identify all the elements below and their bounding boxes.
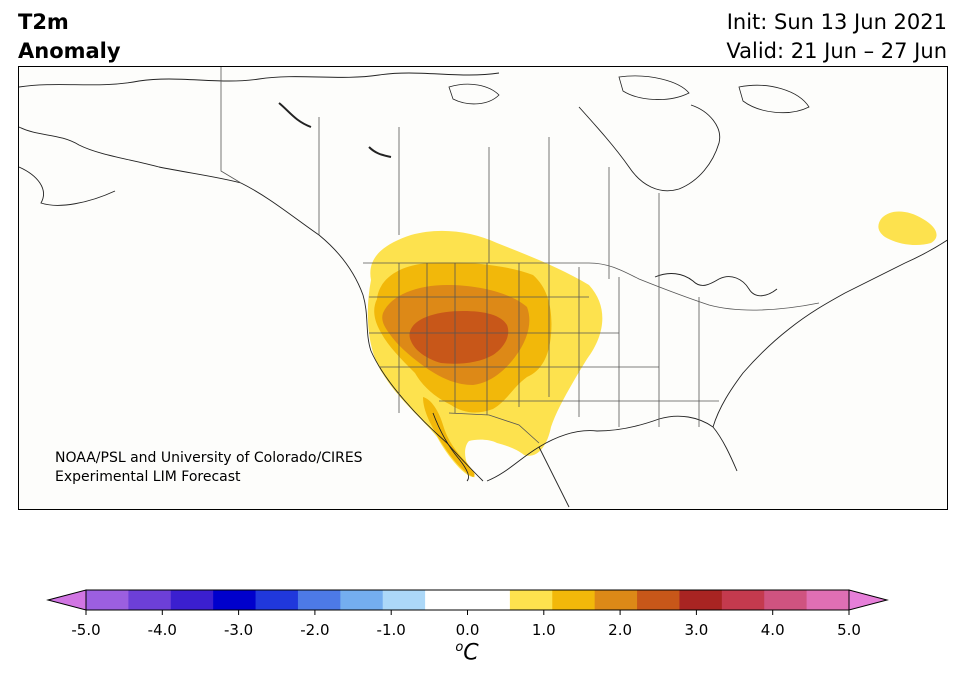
colorbar-segment xyxy=(255,590,299,610)
colorbar-tick-label: 3.0 xyxy=(684,621,709,639)
colorbar-segment xyxy=(806,590,850,610)
colorbar: -5.0 -4.0 -3.0 -2.0 -1.0 0.0 1.0 2.0 3.0 4.0 5.0 o… xyxy=(0,580,959,680)
colorbar-segment xyxy=(509,590,553,610)
arctic-island-1 xyxy=(448,83,500,105)
political-boundaries xyxy=(220,67,820,444)
us-mexico-border xyxy=(448,412,540,444)
colorbar-segment xyxy=(213,590,257,610)
colorbar-segment xyxy=(382,590,426,610)
colorbar-tick-label: 1.0 xyxy=(531,621,556,639)
title-line-2: Anomaly xyxy=(18,39,121,63)
valid-dates: Valid: 21 Jun – 27 Jun xyxy=(726,39,947,63)
title-line-1: T2m xyxy=(18,10,69,34)
colorbar-segment xyxy=(297,590,341,610)
colorbar-segment xyxy=(467,590,511,610)
map-title: T2m Anomaly xyxy=(18,8,121,66)
colorbar-segment xyxy=(679,590,723,610)
anomaly-map xyxy=(19,67,947,508)
credit-text: NOAA/PSL and University of Colorado/CIRE… xyxy=(55,449,363,487)
hudson-bay xyxy=(578,104,721,192)
anomaly-level-1-0-baja xyxy=(423,397,475,477)
colorbar-tick-label: -3.0 xyxy=(223,621,254,639)
colorbar-low-extension xyxy=(46,589,87,611)
colorbar-high-extension xyxy=(848,589,889,611)
north-coast xyxy=(19,72,500,88)
arctic-island-2 xyxy=(618,75,690,100)
atlantic-coast xyxy=(712,239,947,428)
colorbar-tick-label: -2.0 xyxy=(300,621,330,639)
colorbar-segment xyxy=(128,590,172,610)
colorbar-segment xyxy=(425,590,468,610)
great-bear-lake xyxy=(278,102,392,158)
map-panel xyxy=(18,66,948,510)
canada-us-border xyxy=(363,262,820,311)
alaska-south-coast xyxy=(19,166,116,206)
colorbar-segment xyxy=(170,590,214,610)
great-lakes xyxy=(654,273,778,297)
colorbar-tick-label: 4.0 xyxy=(760,621,785,639)
colorbar-graphic xyxy=(46,589,889,615)
credit-line-1: NOAA/PSL and University of Colorado/CIRE… xyxy=(55,450,363,466)
credit-line-2: Experimental LIM Forecast xyxy=(55,469,241,485)
colorbar-segment xyxy=(86,590,129,610)
unit-main: C xyxy=(463,640,479,666)
colorbar-segment xyxy=(637,590,680,610)
alaska-border xyxy=(220,67,242,184)
colorbar-tick-label: 2.0 xyxy=(608,621,633,639)
colorbar-tick-label: -4.0 xyxy=(147,621,177,639)
unit-superscript: o xyxy=(455,640,464,655)
anomaly-level-2-0 xyxy=(409,311,509,364)
anomaly-contours xyxy=(367,211,937,478)
colorbar-tick-marks xyxy=(85,610,850,615)
colorbar-tick-label: -1.0 xyxy=(376,621,406,639)
canada-province-borders xyxy=(318,117,660,287)
arctic-island-3 xyxy=(738,84,810,113)
colorbar-segment xyxy=(594,590,638,610)
baja-coast xyxy=(432,412,470,482)
forecast-dates: Init: Sun 13 Jun 2021 Valid: 21 Jun – 27… xyxy=(726,8,947,66)
arctic-islands xyxy=(278,75,810,158)
coastlines xyxy=(19,72,947,508)
mexico-coast xyxy=(538,446,570,508)
colorbar-tick-label: 5.0 xyxy=(837,621,861,639)
colorbar-segment xyxy=(340,590,384,610)
init-date: Init: Sun 13 Jun 2021 xyxy=(726,10,947,34)
colorbar-segment xyxy=(721,590,765,610)
colorbar-unit: oC xyxy=(455,640,478,665)
colorbar-segment xyxy=(764,590,808,610)
colorbar-tick-label: 0.0 xyxy=(455,621,480,639)
colorbar-tick-label: -5.0 xyxy=(71,621,101,639)
colorbar-segments xyxy=(86,590,850,610)
colorbar-segment xyxy=(552,590,596,610)
us-state-grid xyxy=(369,263,719,427)
gulf-coast xyxy=(486,415,738,482)
anomaly-level-0-5-east-canada xyxy=(878,211,937,245)
alaska-coast xyxy=(19,126,242,184)
